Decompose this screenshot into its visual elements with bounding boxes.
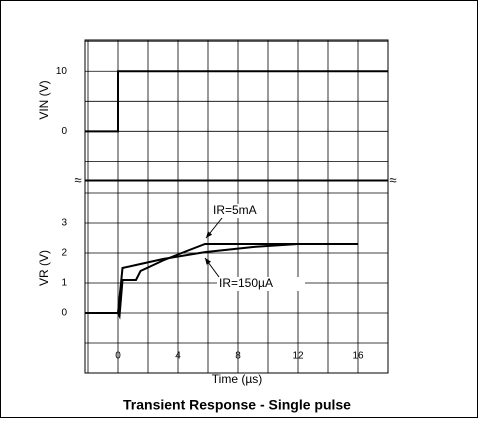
line-series bbox=[85, 70, 388, 133]
label-bg bbox=[217, 277, 305, 291]
arrow-head bbox=[206, 231, 213, 238]
x-tick-label: 4 bbox=[175, 351, 181, 362]
axis-break: ≈ bbox=[74, 172, 81, 187]
y-tick-label: 0 bbox=[61, 308, 67, 319]
x-tick-label: 0 bbox=[115, 351, 121, 362]
plot-frame bbox=[84, 39, 389, 181]
y-tick-label: 2 bbox=[61, 248, 67, 259]
y-axis-label: VIN (V) bbox=[37, 80, 51, 119]
arrow-head bbox=[205, 258, 212, 265]
y-tick-label: 3 bbox=[61, 218, 67, 229]
x-tick-label: 12 bbox=[292, 351, 304, 362]
y-tick-label: 0 bbox=[61, 126, 67, 137]
annotation: IR=150µA bbox=[219, 276, 273, 290]
annotation: IR=5mA bbox=[213, 203, 257, 217]
label-bg bbox=[211, 204, 263, 218]
y-tick-label: 1 bbox=[61, 278, 67, 289]
y-tick-label: 10 bbox=[56, 66, 68, 77]
line-series bbox=[85, 243, 358, 320]
x-tick-label: 8 bbox=[235, 351, 241, 362]
x-axis-label: Time (µs) bbox=[212, 372, 262, 386]
line-series bbox=[117, 243, 358, 314]
y-axis-label: VR (V) bbox=[37, 250, 51, 286]
plot-frame bbox=[84, 180, 389, 374]
x-tick-label: 16 bbox=[352, 351, 364, 362]
axis-break: ≈ bbox=[389, 172, 396, 187]
chart-title: Transient Response - Single pulse bbox=[123, 397, 351, 413]
